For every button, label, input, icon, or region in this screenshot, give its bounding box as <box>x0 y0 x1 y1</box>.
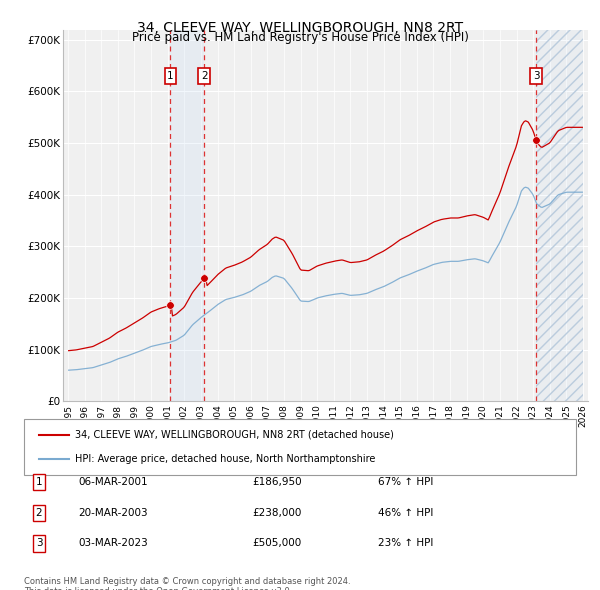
Text: 20-MAR-2003: 20-MAR-2003 <box>78 508 148 517</box>
Text: 46% ↑ HPI: 46% ↑ HPI <box>378 508 433 517</box>
Text: 1: 1 <box>35 477 43 487</box>
Text: 1: 1 <box>167 71 174 81</box>
Text: 3: 3 <box>35 539 43 548</box>
Text: HPI: Average price, detached house, North Northamptonshire: HPI: Average price, detached house, Nort… <box>75 454 376 464</box>
Text: 67% ↑ HPI: 67% ↑ HPI <box>378 477 433 487</box>
Text: 23% ↑ HPI: 23% ↑ HPI <box>378 539 433 548</box>
Text: £186,950: £186,950 <box>252 477 302 487</box>
Text: £238,000: £238,000 <box>252 508 301 517</box>
Text: 06-MAR-2001: 06-MAR-2001 <box>78 477 148 487</box>
Text: Contains HM Land Registry data © Crown copyright and database right 2024.
This d: Contains HM Land Registry data © Crown c… <box>24 577 350 590</box>
Text: 3: 3 <box>533 71 539 81</box>
Bar <box>536 30 583 401</box>
Text: £505,000: £505,000 <box>252 539 301 548</box>
Text: 2: 2 <box>201 71 208 81</box>
Bar <box>536 30 583 401</box>
Text: 2: 2 <box>35 508 43 517</box>
Text: Price paid vs. HM Land Registry's House Price Index (HPI): Price paid vs. HM Land Registry's House … <box>131 31 469 44</box>
Text: 03-MAR-2023: 03-MAR-2023 <box>78 539 148 548</box>
Text: 34, CLEEVE WAY, WELLINGBOROUGH, NN8 2RT (detached house): 34, CLEEVE WAY, WELLINGBOROUGH, NN8 2RT … <box>75 430 394 440</box>
Text: 34, CLEEVE WAY, WELLINGBOROUGH, NN8 2RT: 34, CLEEVE WAY, WELLINGBOROUGH, NN8 2RT <box>137 21 463 35</box>
Bar <box>170 30 205 401</box>
